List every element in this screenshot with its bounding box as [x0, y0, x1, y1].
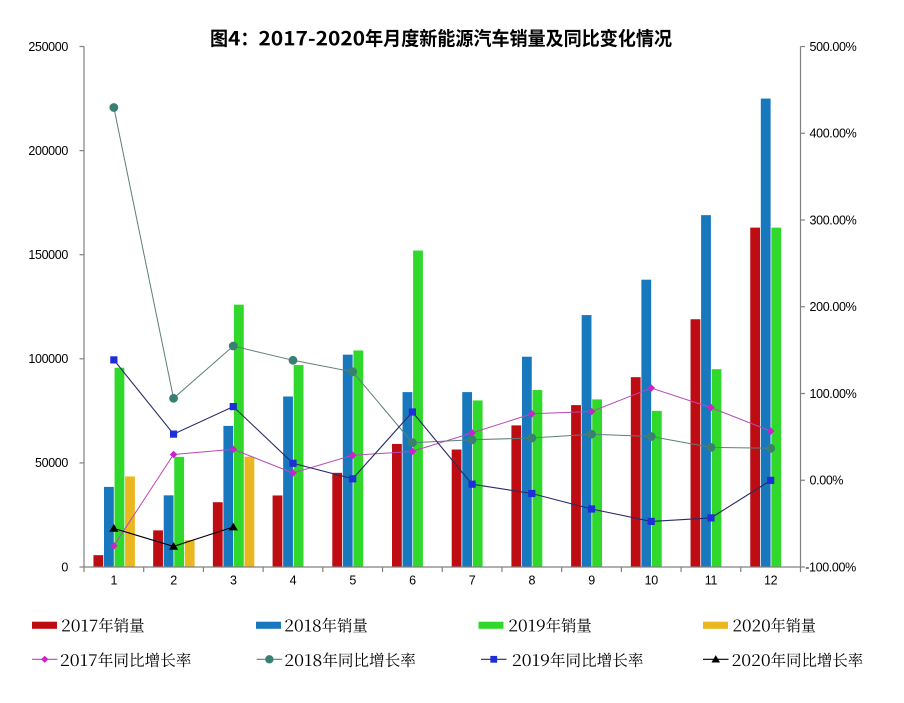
svg-text:1: 1: [111, 574, 118, 588]
svg-text:150000: 150000: [28, 248, 68, 262]
svg-text:5: 5: [349, 574, 356, 588]
svg-text:0.00%: 0.00%: [810, 474, 844, 488]
svg-text:250000: 250000: [28, 40, 68, 54]
svg-text:11: 11: [705, 574, 718, 588]
svg-text:100000: 100000: [28, 352, 68, 366]
svg-text:-100.00%: -100.00%: [805, 560, 856, 574]
svg-text:6: 6: [409, 574, 416, 588]
svg-text:400.00%: 400.00%: [810, 127, 857, 141]
svg-text:200.00%: 200.00%: [810, 300, 857, 314]
svg-text:4: 4: [290, 574, 297, 588]
svg-text:200000: 200000: [28, 144, 68, 158]
svg-text:12: 12: [764, 574, 778, 588]
svg-text:300.00%: 300.00%: [810, 213, 857, 227]
svg-text:10: 10: [645, 574, 659, 588]
svg-text:500.00%: 500.00%: [810, 40, 857, 54]
svg-text:100.00%: 100.00%: [810, 387, 857, 401]
svg-text:2: 2: [170, 574, 177, 588]
svg-text:7: 7: [469, 574, 476, 588]
svg-text:0: 0: [61, 560, 68, 574]
svg-text:3: 3: [230, 574, 237, 588]
svg-text:9: 9: [588, 574, 595, 588]
svg-text:8: 8: [529, 574, 536, 588]
svg-text:50000: 50000: [35, 456, 68, 470]
